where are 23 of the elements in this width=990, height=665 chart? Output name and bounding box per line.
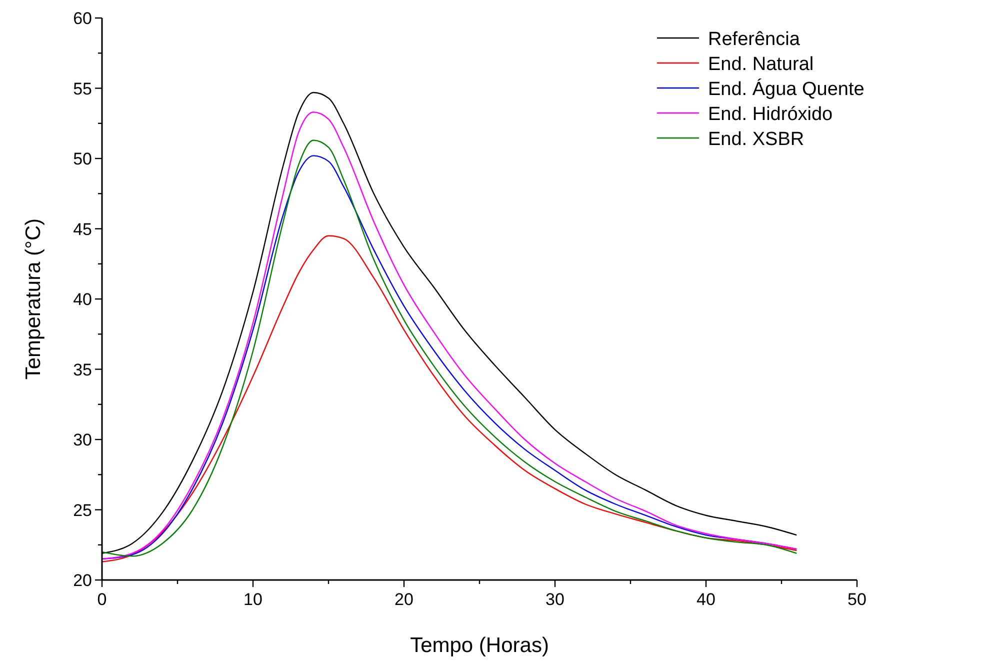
x-axis-title: Tempo (Horas): [410, 634, 549, 657]
line-series: [101, 235, 798, 562]
legend-label: End. XSBR: [708, 129, 804, 150]
y-tick-label: 25: [73, 500, 92, 520]
x-tick-label: 50: [848, 590, 866, 609]
y-tick-label: 30: [73, 430, 92, 450]
x-tick-label: 10: [244, 590, 262, 609]
x-tick-label: 30: [546, 590, 564, 609]
legend-label: Referência: [708, 29, 800, 50]
x-tick-label: 0: [97, 590, 107, 609]
legend-label: End. Hidróxido: [708, 104, 833, 125]
x-tick-label: 40: [696, 590, 716, 609]
y-axis-title: Temperatura (°C): [22, 218, 45, 380]
y-tick-label: 35: [73, 360, 92, 380]
y-tick-label: 50: [73, 150, 92, 168]
legend-label: End. Natural: [708, 54, 814, 75]
x-tick-label: 20: [394, 590, 414, 609]
y-tick-label: 60: [73, 9, 92, 28]
y-tick-label: 20: [73, 571, 92, 590]
legend-label: End. Água Quente: [708, 78, 864, 100]
y-tick-label: 45: [73, 220, 92, 239]
y-tick-label: 55: [73, 79, 92, 98]
y-tick-label: 40: [73, 290, 92, 309]
